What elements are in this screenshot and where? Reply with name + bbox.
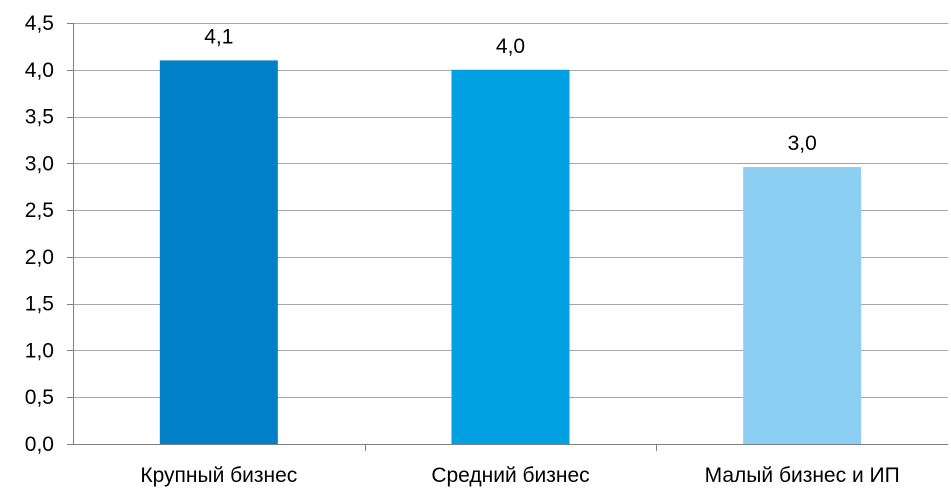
- y-tick-label: 1,0: [25, 339, 54, 362]
- y-tick-label: 3,0: [25, 152, 54, 175]
- y-tick-label: 0,5: [25, 386, 54, 409]
- data-label: 4,1: [204, 25, 233, 48]
- x-category-label: Крупный бизнес: [140, 464, 297, 487]
- axes: [67, 23, 948, 451]
- x-category-label: Средний бизнес: [431, 464, 589, 487]
- y-tick-label: 0,0: [25, 433, 54, 456]
- x-category-label: Малый бизнес и ИП: [705, 464, 900, 487]
- bar: [159, 60, 278, 445]
- y-tick-label: 2,0: [25, 246, 54, 269]
- labels: 0,0 0,5 1,0 1,5 2,0 2,5 3,0 3,5 4,0 4,5 4,1 Крупный…: [25, 12, 900, 487]
- y-tick-label: 2,5: [25, 199, 54, 222]
- bar: [743, 167, 862, 444]
- bars: [159, 60, 862, 445]
- y-tick-label: 4,0: [25, 59, 54, 82]
- data-label: 3,0: [788, 132, 817, 155]
- data-label: 4,0: [496, 35, 525, 58]
- bar: [451, 69, 570, 445]
- y-tick-label: 4,5: [25, 12, 54, 35]
- y-tick-label: 3,5: [25, 106, 54, 129]
- y-tick-label: 1,5: [25, 293, 54, 316]
